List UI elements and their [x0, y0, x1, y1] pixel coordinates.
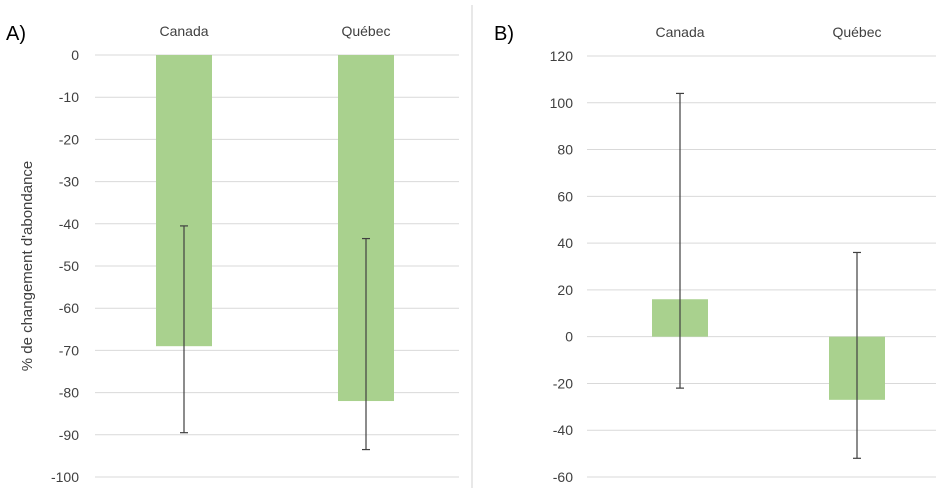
panel-a-gridlines: [95, 54, 459, 478]
panel-a-category-label: Canada: [159, 23, 208, 39]
panel-a-y-tick-label: -80: [59, 385, 79, 401]
panel-b-y-tick-label: -20: [553, 375, 573, 391]
panel-b-y-tick-label: 120: [550, 48, 574, 64]
panel-a-category-labels: Canada Québec: [159, 23, 390, 39]
panel-a-bars: [156, 55, 394, 402]
panel-b-category-label: Canada: [655, 24, 704, 40]
panel-a-y-tick-label: -40: [59, 216, 79, 232]
panel-a-y-tick-label: -50: [59, 258, 79, 274]
panel-b-bars: [652, 299, 885, 400]
panel-a-y-tick-label: -20: [59, 131, 79, 147]
panel-b-y-tick-label: 80: [557, 142, 573, 158]
panel-b-y-tick-label: 100: [550, 95, 574, 111]
panel-b-gridlines: [587, 55, 936, 478]
panel-b-y-tick-label: 60: [557, 188, 573, 204]
panel-a-y-tick-label: -90: [59, 427, 79, 443]
panel-a-y-axis-title: % de changement d'abondance: [19, 161, 36, 372]
panel-a-category-label: Québec: [341, 23, 390, 39]
panel-b-category-labels: Canada Québec: [655, 24, 881, 40]
panel-a-y-tick-label: -30: [59, 174, 79, 190]
panel-a-y-tick-label: -100: [51, 469, 79, 485]
panel-b-chart: B) 120 100 80 60 40 20 0 -20 -40 -60 Canada Québec: [494, 23, 936, 485]
panel-a-y-tick-label: 0: [71, 47, 79, 63]
panel-a-label: A): [6, 23, 26, 45]
panel-a-y-tick-label: -70: [59, 342, 79, 358]
panel-b-y-tick-label: -60: [553, 469, 573, 485]
panel-b-label: B): [494, 23, 514, 45]
panel-a-y-tick-label: -60: [59, 300, 79, 316]
panel-b-y-tick-label: 40: [557, 235, 573, 251]
panel-a-error-bars: [180, 225, 370, 451]
panel-a-y-tick-labels: 0 -10 -20 -30 -40 -50 -60 -70 -80 -90 -100: [51, 47, 79, 485]
panel-b-y-tick-label: 20: [557, 282, 573, 298]
panel-b-y-tick-label: -40: [553, 422, 573, 438]
panel-b-error-bars: [676, 92, 861, 459]
panel-b-category-label: Québec: [832, 24, 881, 40]
panel-b-y-tick-label: 0: [565, 329, 573, 345]
panel-b-y-tick-labels: 120 100 80 60 40 20 0 -20 -40 -60: [550, 48, 574, 485]
panel-a-y-tick-label: -10: [59, 89, 79, 105]
panel-a-chart: A) % de changement d'abondance 0 -10 -20 -3…: [6, 23, 459, 485]
